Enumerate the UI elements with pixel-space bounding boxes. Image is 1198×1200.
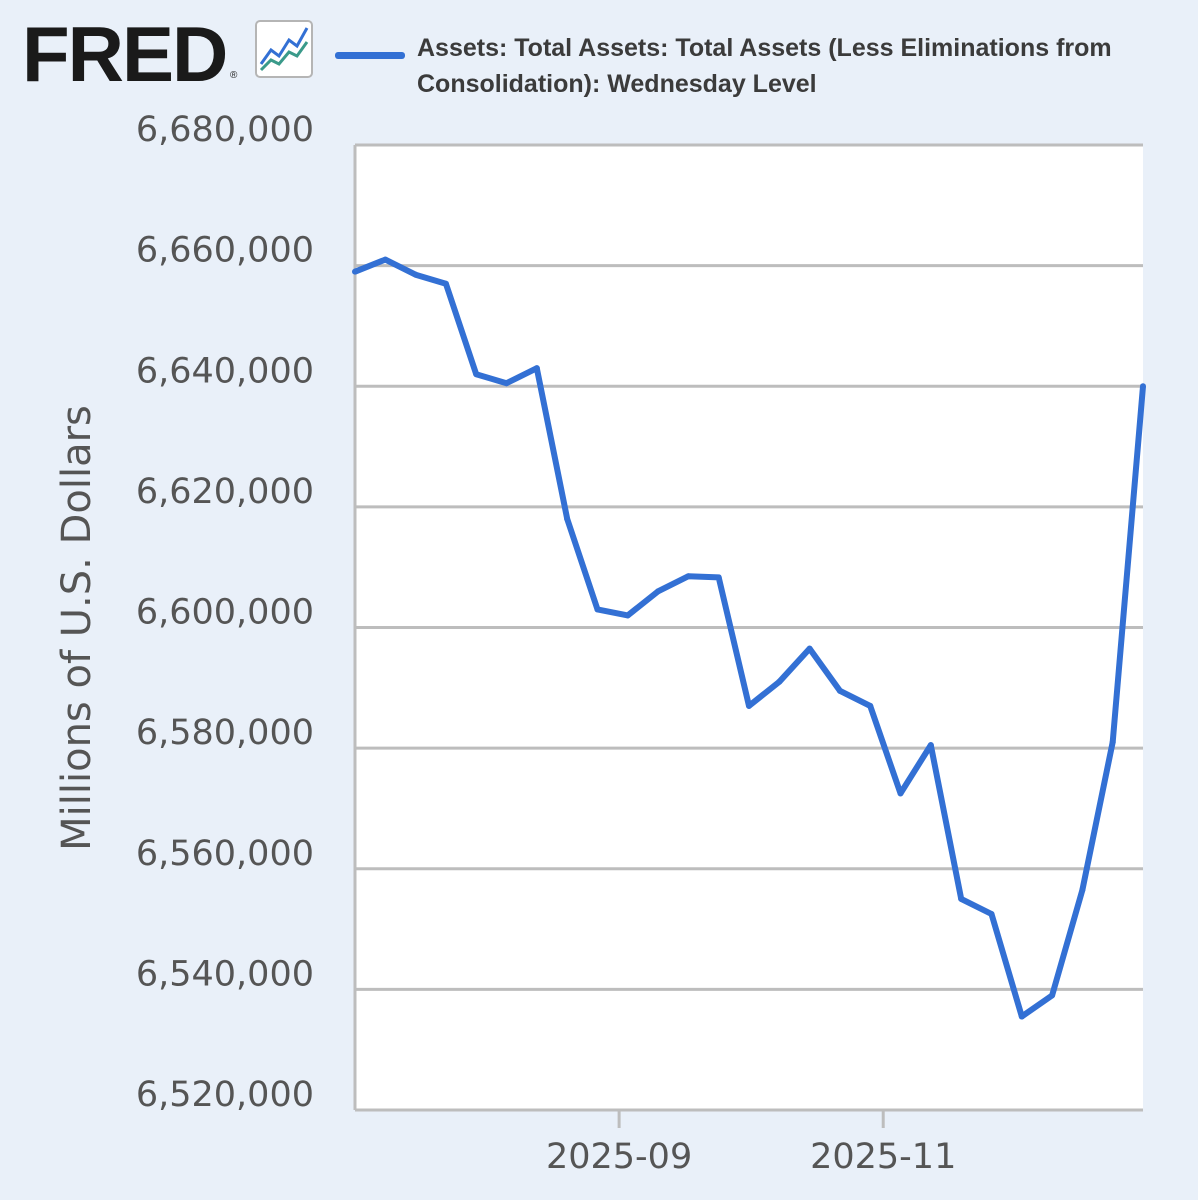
y-tick-label: 6,560,000 [136, 834, 314, 874]
data-point[interactable] [624, 612, 631, 619]
data-point[interactable] [988, 910, 995, 917]
y-tick-label: 6,540,000 [136, 954, 314, 994]
x-axis-ticks: 2025-09 2025-11 [546, 1110, 956, 1177]
y-axis-ticks: 6,520,000 6,540,000 6,560,000 6,580,000 6,60… [136, 110, 314, 1115]
y-tick-label: 6,620,000 [136, 472, 314, 512]
series-group [352, 256, 1146, 1020]
data-point[interactable] [806, 645, 813, 652]
data-point[interactable] [958, 895, 965, 902]
fred-logo[interactable]: FRED [22, 10, 228, 98]
y-tick-label: 6,680,000 [136, 110, 314, 150]
gridlines [353, 143, 1143, 1112]
data-point[interactable] [564, 515, 571, 522]
data-point[interactable] [867, 702, 874, 709]
data-point[interactable] [594, 606, 601, 613]
data-point[interactable] [776, 678, 783, 685]
data-point[interactable] [897, 790, 904, 797]
y-tick-label: 6,660,000 [136, 231, 314, 271]
x-tick-label: 2025-09 [546, 1137, 692, 1177]
data-point[interactable] [1018, 1013, 1025, 1020]
data-point[interactable] [442, 280, 449, 287]
data-point[interactable] [927, 742, 934, 749]
data-point[interactable] [685, 573, 692, 580]
data-point[interactable] [352, 268, 358, 275]
data-point[interactable] [1140, 383, 1146, 390]
legend-series-label: Assets: Total Assets: Total Assets (Less… [417, 34, 1112, 98]
chart-header: FRED ® Assets: Total Assets: Total Asset… [0, 0, 1198, 110]
data-point[interactable] [746, 702, 752, 709]
registered-mark: ® [230, 70, 238, 81]
data-point[interactable] [533, 365, 540, 372]
y-tick-label: 6,580,000 [136, 713, 314, 753]
y-axis-label: Millions of U.S. Dollars [54, 405, 100, 851]
x-tick-label: 2025-11 [810, 1137, 956, 1177]
legend-swatch [335, 52, 405, 59]
data-point[interactable] [715, 574, 722, 581]
data-point[interactable] [503, 380, 510, 387]
data-point[interactable] [1079, 886, 1086, 893]
data-point[interactable] [1109, 739, 1116, 746]
data-point[interactable] [382, 256, 389, 263]
data-point[interactable] [1049, 992, 1056, 999]
data-point[interactable] [412, 271, 419, 278]
data-point[interactable] [655, 588, 662, 595]
y-tick-label: 6,600,000 [136, 593, 314, 633]
data-point[interactable] [473, 371, 480, 378]
y-tick-label: 6,640,000 [136, 351, 314, 391]
data-point[interactable] [836, 687, 843, 694]
graph-line-icon[interactable] [255, 20, 313, 78]
y-tick-label: 6,520,000 [136, 1075, 314, 1115]
